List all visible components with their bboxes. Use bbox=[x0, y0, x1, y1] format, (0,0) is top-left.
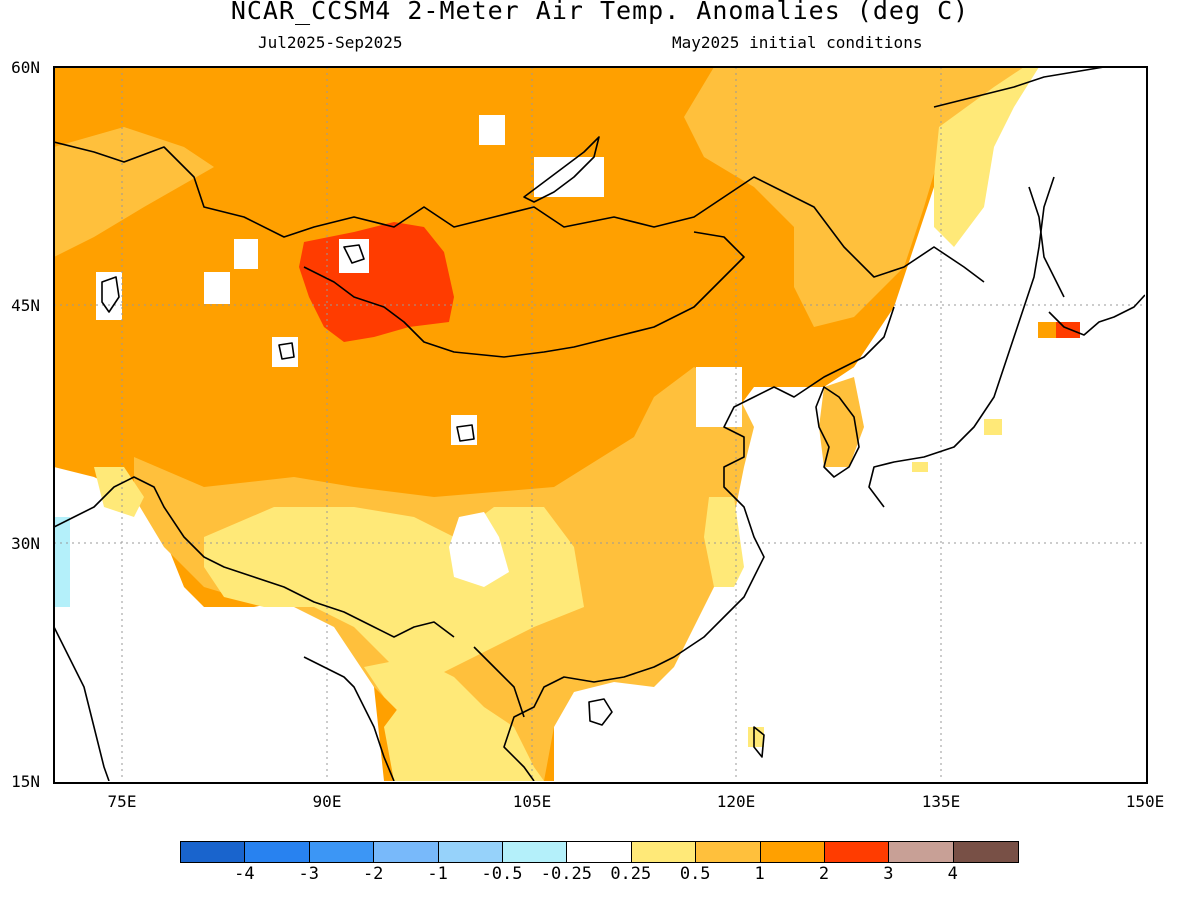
colorbar-label: 0.25 bbox=[610, 864, 652, 884]
lake-no-data-6 bbox=[479, 115, 505, 145]
colorbar-segment bbox=[374, 842, 439, 862]
lake-no-data-1 bbox=[204, 272, 230, 304]
coastlines-borders bbox=[54, 67, 1145, 781]
anomaly-0.25-0.5-taiwan bbox=[748, 727, 764, 747]
lat-label-60n: 60N bbox=[11, 58, 40, 77]
anomaly-0.25-0.5-japan bbox=[984, 419, 1002, 435]
lon-label-75e: 75E bbox=[107, 792, 137, 811]
anomaly-map bbox=[54, 67, 1145, 781]
colorbar-segment bbox=[631, 842, 697, 862]
colorbar-label: -0.5 bbox=[481, 864, 523, 884]
colorbar-label: 3 bbox=[883, 864, 894, 884]
lon-label-105e: 105E bbox=[512, 792, 552, 811]
no-anomaly-sichuan bbox=[449, 512, 509, 587]
colorbar-label: -0.25 bbox=[540, 864, 592, 884]
lon-label-150e: 150E bbox=[1125, 792, 1165, 811]
colorbar-segment bbox=[438, 842, 503, 862]
colorbar-segment bbox=[567, 842, 632, 862]
bohai-no-data bbox=[696, 367, 742, 427]
initial-conditions: May2025 initial conditions bbox=[672, 33, 923, 52]
anomaly-neg-0.25-0.5-west-india bbox=[54, 517, 70, 607]
colorbar-label: 2 bbox=[818, 864, 830, 884]
anomaly-0.5-1-northeast bbox=[684, 67, 1039, 327]
anomaly-2-3-hokkaido bbox=[1054, 322, 1080, 338]
map-title: NCAR_CCSM4 2-Meter Air Temp. Anomalies (… bbox=[230, 0, 970, 25]
anomaly-0.25-0.5-china-coast bbox=[704, 497, 744, 587]
lake-no-data-2 bbox=[234, 239, 258, 269]
colorbar-label: -3 bbox=[298, 864, 320, 884]
lon-label-120e: 120E bbox=[716, 792, 756, 811]
colorbar-label: 1 bbox=[754, 864, 765, 884]
lake-no-data-3 bbox=[339, 239, 369, 273]
colorbar-label: -2 bbox=[362, 864, 384, 884]
colorbar-label: 0.5 bbox=[679, 864, 711, 884]
ocean-no-anomaly-india bbox=[54, 467, 384, 781]
colorbar-segment bbox=[760, 842, 825, 862]
colorbar-label: -1 bbox=[427, 864, 448, 884]
lat-label-15n: 15N bbox=[11, 772, 40, 791]
colorbar-segment bbox=[181, 842, 246, 862]
colorbar-segment bbox=[824, 842, 890, 862]
anomaly-0.25-0.5-kyushu bbox=[912, 462, 928, 472]
anomaly-0.5-1-korea bbox=[819, 377, 864, 467]
forecast-period: Jul2025-Sep2025 bbox=[258, 33, 403, 52]
colorbar-segment bbox=[889, 842, 954, 862]
lat-label-30n: 30N bbox=[11, 534, 40, 553]
colorbar-segment bbox=[953, 842, 1019, 862]
anomaly-0.25-0.5-pakistan bbox=[94, 467, 144, 517]
colorbar-segment bbox=[502, 842, 568, 862]
anomaly-1-2-hokkaido bbox=[1038, 322, 1056, 338]
lon-label-90e: 90E bbox=[312, 792, 342, 811]
colorbar bbox=[180, 841, 1020, 863]
lon-label-135e: 135E bbox=[921, 792, 961, 811]
anomaly-0.25-0.5-northeast bbox=[934, 67, 1039, 247]
anomaly-0.25-0.5-indochina bbox=[364, 657, 544, 781]
colorbar-segment bbox=[696, 842, 761, 862]
anomaly-2-3-mongolia bbox=[299, 222, 454, 342]
colorbar-segment bbox=[309, 842, 375, 862]
lake-no-data-4 bbox=[272, 337, 298, 367]
lat-label-45n: 45N bbox=[11, 296, 40, 315]
colorbar-label: 4 bbox=[947, 864, 958, 884]
colorbar-label: -4 bbox=[234, 864, 255, 884]
map-grid bbox=[54, 67, 1145, 781]
colorbar-segment bbox=[245, 842, 310, 862]
anomaly-0.5-1-west bbox=[54, 127, 214, 257]
